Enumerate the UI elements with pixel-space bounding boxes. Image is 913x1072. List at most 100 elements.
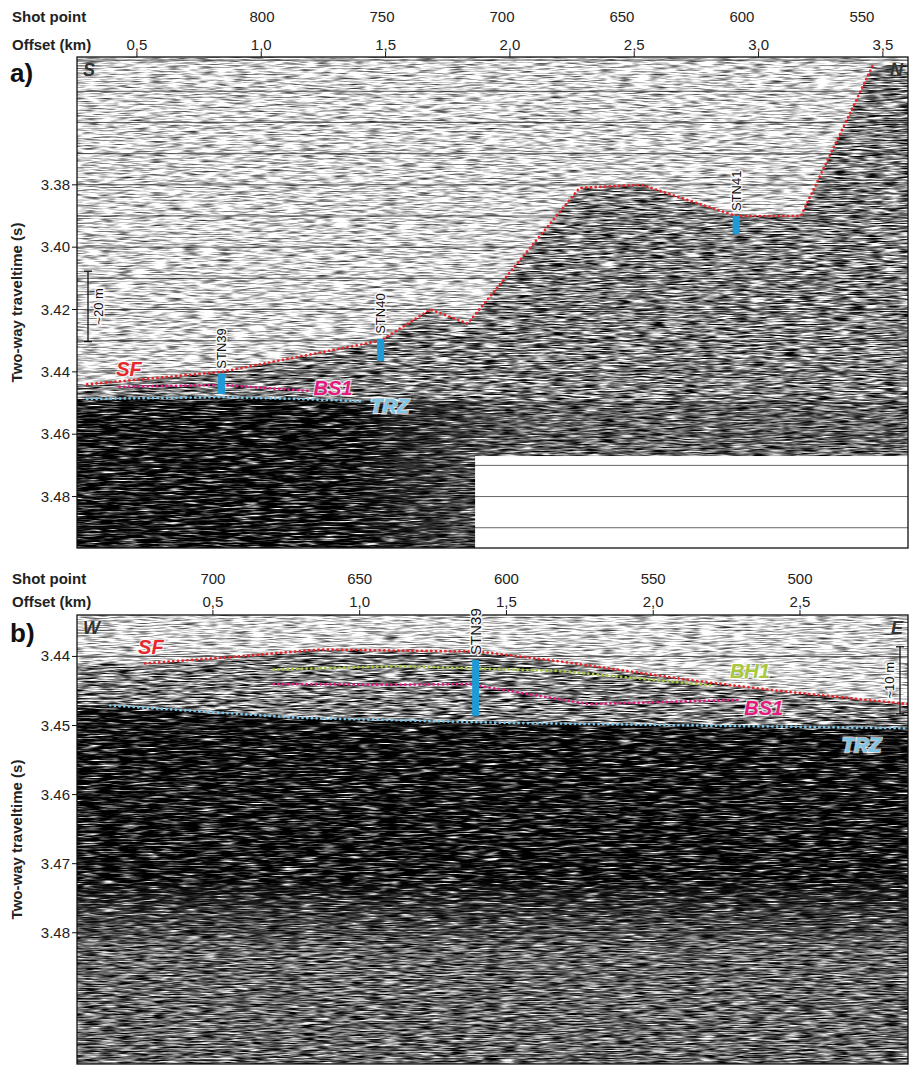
- y-tick: [72, 184, 77, 185]
- grid-line: [77, 496, 908, 497]
- y-tick-label: 3.48: [41, 488, 70, 505]
- station-label: STN39: [214, 328, 229, 368]
- y-tick-label: 3.47: [41, 855, 70, 872]
- x2-tick-label: 700: [200, 570, 225, 587]
- y-tick: [72, 794, 77, 795]
- x-tick: [653, 610, 654, 615]
- horizon-line: [110, 705, 908, 728]
- x-tick-label: 2,0: [499, 36, 520, 53]
- x2-tick-label: 550: [641, 570, 666, 587]
- panel: ~10 m3.443.453.463.473.48Two-way travelt…: [8, 570, 908, 1064]
- end-label: S: [83, 60, 95, 80]
- x2-tick-label: 500: [787, 570, 812, 587]
- horizon-label: SF: [138, 636, 164, 658]
- y-tick-label: 3.44: [41, 363, 70, 380]
- grid-line: [77, 932, 908, 933]
- x2-tick-label: 800: [249, 8, 274, 25]
- x2-tick-label: 600: [729, 8, 754, 25]
- x-axis-title: Offset (km): [12, 36, 91, 53]
- y-tick: [72, 656, 77, 657]
- minor-grid-line: [77, 278, 908, 279]
- horizon-label: BS1: [744, 697, 783, 719]
- y-tick: [72, 371, 77, 372]
- scale-bar-cap: [84, 341, 92, 342]
- panel-letter: a): [10, 58, 33, 88]
- scale-bar: ~20 m: [84, 271, 106, 341]
- y-tick: [72, 247, 77, 248]
- scale-bar: ~10 m: [882, 647, 904, 714]
- grid-line: [77, 184, 908, 185]
- scale-bar-label: ~20 m: [91, 288, 106, 325]
- scale-bar-cap: [896, 713, 904, 714]
- x-tick-label: 1,0: [251, 36, 272, 53]
- noise-medium: [77, 615, 908, 1064]
- x-tick-label: 1,5: [375, 36, 396, 53]
- scale-bar-line: [899, 647, 900, 714]
- end-label: N: [890, 60, 904, 80]
- figure: ~20 m 3.38 3.40 3.42 3.44 3.46 3.48 Two-way tra…: [0, 0, 913, 1072]
- station-bar: [377, 339, 384, 361]
- x-tick-label: 0,5: [126, 36, 147, 53]
- horizon-label: TRZ: [842, 734, 882, 756]
- horizon-label: SF: [116, 358, 142, 380]
- x-tick: [212, 610, 213, 615]
- grid-line: [77, 725, 908, 726]
- scale-bar-cap: [84, 271, 92, 272]
- x-tick-label: 2,0: [643, 593, 664, 610]
- x-tick: [359, 610, 360, 615]
- plot-area: [77, 615, 908, 1064]
- noise-light: [77, 615, 908, 1064]
- y-tick-label: 3.45: [41, 717, 70, 734]
- minor-grid-line: [77, 153, 908, 154]
- horizon-line: [274, 684, 739, 704]
- end-label: W: [83, 618, 102, 638]
- minor-grid-line: [77, 527, 908, 528]
- horizon-line: [120, 385, 309, 391]
- grid-line: [77, 434, 908, 435]
- x-tick-label: 1,0: [349, 593, 370, 610]
- x-tick-label: 1,5: [496, 593, 517, 610]
- basement-noise: [77, 615, 908, 1064]
- y-tick: [72, 434, 77, 435]
- y-tick: [72, 496, 77, 497]
- plot-area: [77, 57, 908, 548]
- horizon-label: TRZ: [370, 395, 410, 417]
- x2-tick-label: 700: [489, 8, 514, 25]
- x2-axis-title: Shot point: [12, 8, 86, 25]
- end-label: E: [891, 618, 904, 638]
- y-tick: [72, 309, 77, 310]
- x-tick-label: 0,5: [202, 593, 223, 610]
- plot-frame: [77, 615, 908, 1064]
- station-label: STN40: [373, 293, 388, 333]
- scale-bar-cap: [896, 646, 904, 647]
- horizon-label: BH1: [730, 660, 770, 682]
- minor-grid-line: [77, 340, 908, 341]
- grid-line: [77, 863, 908, 864]
- x2-tick-label: 650: [347, 570, 372, 587]
- minor-grid-line: [77, 60, 908, 61]
- y-tick-label: 3.40: [41, 238, 70, 255]
- horizon-line: [87, 65, 873, 384]
- grid-line: [77, 247, 908, 248]
- grid-line: [77, 794, 908, 795]
- x2-tick-label: 650: [609, 8, 634, 25]
- y-axis-title: Two-way traveltime (s): [8, 223, 25, 383]
- panel: ~20 m 3.38 3.40 3.42 3.44 3.46 3.48 Two-way tra…: [8, 8, 910, 550]
- y-tick-label: 3.46: [41, 425, 70, 442]
- scale-bar-line: [87, 271, 88, 341]
- y-tick-label: 3.46: [41, 786, 70, 803]
- no-data-area: [475, 456, 908, 548]
- horizon-label: BS1: [313, 377, 352, 399]
- x2-tick-label: 600: [494, 570, 519, 587]
- noise-dark: [77, 615, 908, 1064]
- y-tick-label: 3.48: [41, 924, 70, 941]
- x-tick: [506, 610, 507, 615]
- y-tick-label: 3.38: [41, 176, 70, 193]
- plot-frame: [77, 57, 908, 548]
- x-tick-label: 2,5: [790, 593, 811, 610]
- y-tick: [72, 725, 77, 726]
- x2-tick-label: 750: [369, 8, 394, 25]
- x-tick-label: 3,5: [872, 36, 893, 53]
- horizon-line: [145, 650, 907, 705]
- y-tick-label: 3.42: [41, 301, 70, 318]
